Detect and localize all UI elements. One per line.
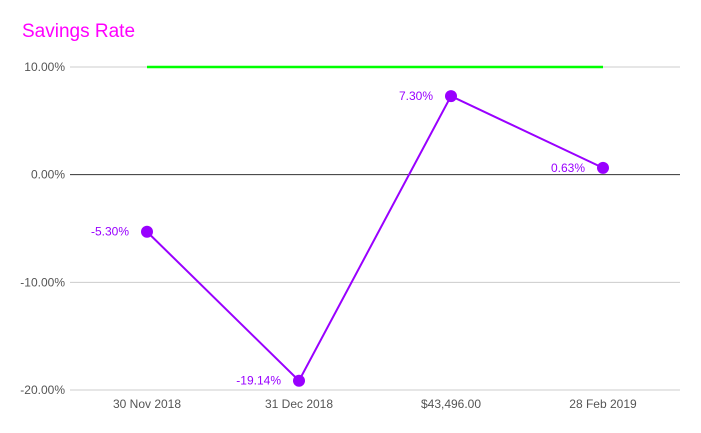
- gridlines: [70, 66, 680, 391]
- x-tick-label: 31 Dec 2018: [265, 397, 333, 411]
- x-tick-label: 30 Nov 2018: [113, 397, 181, 411]
- y-tick-label: -10.00%: [20, 275, 65, 289]
- x-tick-label: 28 Feb 2019: [569, 397, 637, 411]
- chart-title: Savings Rate: [22, 21, 136, 42]
- y-tick-label: 0.00%: [31, 168, 65, 182]
- savings-series-line: [146, 94, 604, 383]
- data-point: [445, 90, 457, 103]
- data-point: [597, 161, 609, 174]
- data-point: [141, 225, 153, 238]
- data-label: 7.30%: [399, 89, 433, 103]
- data-label: -5.30%: [91, 225, 129, 239]
- y-axis-ticks: 10.00% 0.00% -10.00% -20.00%: [20, 60, 65, 397]
- series-layer: [141, 65, 609, 387]
- y-tick-label: -20.00%: [20, 383, 65, 397]
- data-point: [293, 374, 305, 387]
- x-tick-label: $43,496.00: [421, 397, 481, 411]
- data-label: 0.63%: [551, 161, 585, 175]
- data-labels: -5.30% -19.14% 7.30% 0.63%: [91, 89, 585, 388]
- data-label: -19.14%: [236, 374, 281, 388]
- y-tick-label: 10.00%: [24, 60, 65, 74]
- x-axis-ticks: 30 Nov 2018 31 Dec 2018 $43,496.00 28 Feb 2…: [113, 397, 637, 411]
